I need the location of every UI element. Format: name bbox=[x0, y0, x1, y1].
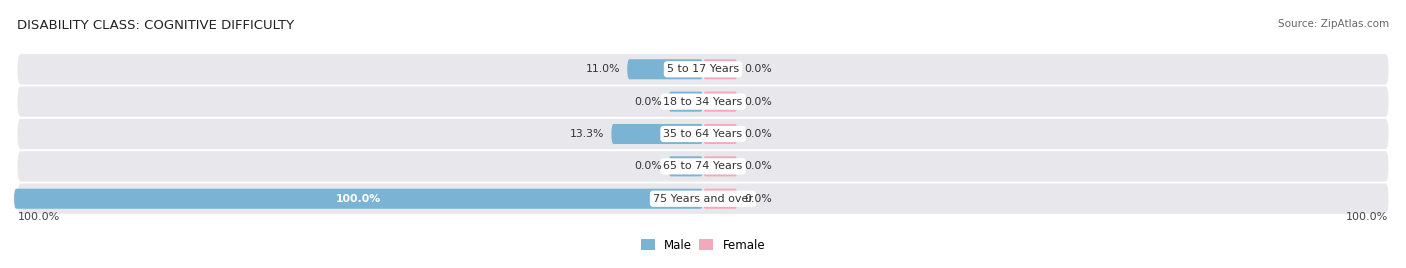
FancyBboxPatch shape bbox=[669, 156, 703, 176]
Text: DISABILITY CLASS: COGNITIVE DIFFICULTY: DISABILITY CLASS: COGNITIVE DIFFICULTY bbox=[17, 19, 294, 32]
FancyBboxPatch shape bbox=[17, 184, 1389, 214]
FancyBboxPatch shape bbox=[703, 124, 738, 144]
Text: 100.0%: 100.0% bbox=[336, 194, 381, 204]
Text: 0.0%: 0.0% bbox=[744, 64, 772, 74]
FancyBboxPatch shape bbox=[703, 59, 738, 79]
FancyBboxPatch shape bbox=[14, 189, 703, 209]
Text: 100.0%: 100.0% bbox=[17, 213, 59, 222]
FancyBboxPatch shape bbox=[17, 151, 1389, 182]
Text: 100.0%: 100.0% bbox=[1347, 213, 1389, 222]
FancyBboxPatch shape bbox=[703, 189, 738, 209]
FancyBboxPatch shape bbox=[17, 86, 1389, 117]
Text: 0.0%: 0.0% bbox=[634, 161, 662, 171]
Text: 13.3%: 13.3% bbox=[569, 129, 605, 139]
Text: Source: ZipAtlas.com: Source: ZipAtlas.com bbox=[1278, 19, 1389, 29]
Legend: Male, Female: Male, Female bbox=[641, 239, 765, 252]
Text: 35 to 64 Years: 35 to 64 Years bbox=[664, 129, 742, 139]
FancyBboxPatch shape bbox=[703, 92, 738, 112]
Text: 0.0%: 0.0% bbox=[744, 97, 772, 107]
Text: 75 Years and over: 75 Years and over bbox=[652, 194, 754, 204]
Text: 0.0%: 0.0% bbox=[744, 129, 772, 139]
Text: 65 to 74 Years: 65 to 74 Years bbox=[664, 161, 742, 171]
Text: 5 to 17 Years: 5 to 17 Years bbox=[666, 64, 740, 74]
Text: 0.0%: 0.0% bbox=[744, 161, 772, 171]
Text: 0.0%: 0.0% bbox=[744, 194, 772, 204]
Text: 18 to 34 Years: 18 to 34 Years bbox=[664, 97, 742, 107]
FancyBboxPatch shape bbox=[17, 54, 1389, 84]
FancyBboxPatch shape bbox=[669, 92, 703, 112]
FancyBboxPatch shape bbox=[627, 59, 703, 79]
FancyBboxPatch shape bbox=[703, 156, 738, 176]
FancyBboxPatch shape bbox=[17, 119, 1389, 149]
Text: 11.0%: 11.0% bbox=[586, 64, 620, 74]
Text: 0.0%: 0.0% bbox=[634, 97, 662, 107]
FancyBboxPatch shape bbox=[612, 124, 703, 144]
